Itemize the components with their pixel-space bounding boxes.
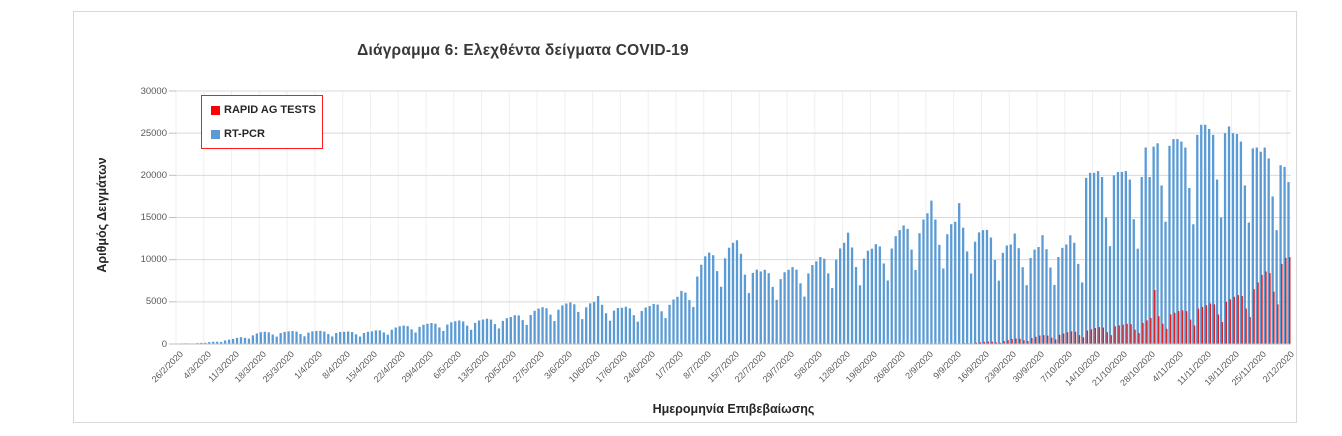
y-axis-tick-labels: 0 5000 10000 15000 20000 25000 30000 xyxy=(74,86,167,350)
rt-pcr-swatch-icon xyxy=(211,129,220,139)
legend[interactable]: RAPID AG TESTS RT-PCR xyxy=(201,95,323,149)
y-tick-label: 20000 xyxy=(140,169,167,181)
legend-label-rt-pcr: RT-PCR xyxy=(224,128,265,140)
legend-item-rapid-ag-tests[interactable]: RAPID AG TESTS xyxy=(211,104,316,116)
x-axis-title: Ημερομηνία Επιβεβαίωσης xyxy=(652,402,815,416)
y-axis-title: Αριθμός Δειγμάτων xyxy=(95,157,109,273)
chart-container: Διάγραμμα 6: Ελεχθέντα δείγματα COVID-19… xyxy=(73,11,1297,423)
y-tick-label: 25000 xyxy=(140,127,167,139)
plot-area[interactable] xyxy=(169,90,1291,345)
y-tick-label: 10000 xyxy=(140,254,167,266)
y-tick-label: 30000 xyxy=(140,85,167,97)
rapid-ag-swatch-icon xyxy=(211,105,220,115)
legend-item-rt-pcr[interactable]: RT-PCR xyxy=(211,128,265,140)
legend-label-rapid-ag: RAPID AG TESTS xyxy=(224,104,316,116)
y-tick-label: 0 xyxy=(161,338,167,350)
chart-title: Διάγραμμα 6: Ελεχθέντα δείγματα COVID-19 xyxy=(357,42,689,59)
y-tick-label: 15000 xyxy=(140,212,167,223)
y-tick-label: 5000 xyxy=(145,296,167,308)
